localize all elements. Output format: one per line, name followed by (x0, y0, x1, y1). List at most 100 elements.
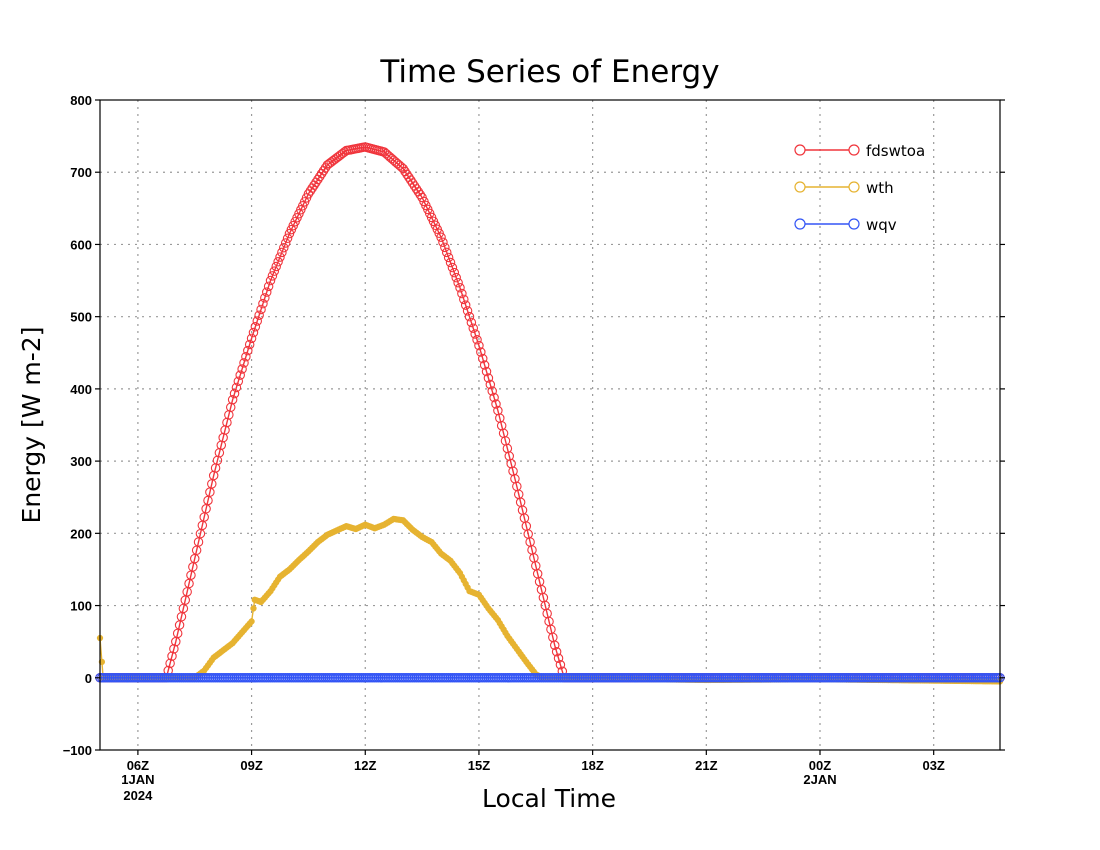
data-point-fdswtoa (205, 487, 215, 497)
data-point-fdswtoa (474, 340, 484, 351)
data-point-fdswtoa (218, 432, 228, 443)
data-point-fdswtoa (214, 448, 225, 458)
data-point-fdswtoa (489, 392, 499, 403)
legend: fdswtoa wth wqv (794, 142, 925, 234)
data-point-fdswtoa (466, 317, 477, 328)
legend-marker (848, 218, 860, 230)
data-point-fdswtoa (529, 553, 539, 563)
data-point-fdswtoa (227, 394, 238, 405)
data-point-fdswtoa (260, 293, 270, 303)
data-point-fdswtoa (451, 272, 461, 283)
data-point-fdswtoa (538, 592, 549, 603)
data-point-fdswtoa (498, 428, 509, 439)
data-point-fdswtoa (273, 257, 283, 267)
y-axis-title: Energy [W m-2] (17, 327, 46, 524)
data-point-fdswtoa (243, 345, 253, 356)
data-point-fdswtoa (436, 232, 446, 242)
data-point-fdswtoa (523, 529, 533, 539)
x-tick-date: 1JAN (121, 772, 154, 787)
data-point-fdswtoa (237, 364, 247, 374)
data-point-fdswtoa (271, 261, 281, 272)
data-point-fdswtoa (481, 366, 492, 377)
data-point-fdswtoa (512, 481, 522, 492)
data-point-fdswtoa (182, 587, 192, 597)
x-tick-year: 2024 (123, 788, 153, 803)
data-point-fdswtoa (265, 275, 276, 286)
data-point-fdswtoa (176, 611, 187, 622)
data-point-wth (250, 605, 257, 612)
legend-entry-fdswtoa: fdswtoa (794, 142, 925, 160)
plot-frame (99, 99, 1001, 751)
y-tick-label: 400 (70, 382, 92, 397)
data-point-fdswtoa (521, 521, 532, 531)
data-point-fdswtoa (485, 379, 496, 390)
chart-title: Time Series of Energy (379, 54, 719, 90)
data-point-fdswtoa (269, 266, 280, 276)
data-point-fdswtoa (455, 283, 465, 293)
x-axis-title: Local Time (482, 784, 616, 813)
y-tick-label: 100 (70, 599, 92, 614)
legend-marker (794, 144, 806, 156)
data-point-fdswtoa (493, 405, 503, 416)
data-point-fdswtoa (279, 242, 289, 253)
data-point-fdswtoa (459, 294, 469, 305)
data-point-fdswtoa (457, 288, 467, 299)
data-point-fdswtoa (525, 537, 535, 547)
data-point-fdswtoa (500, 436, 511, 446)
y-axis: −100 0 100 200 300 400 500 600 700 800 (63, 93, 1005, 758)
data-point-fdswtoa (169, 644, 179, 654)
data-point-fdswtoa (544, 616, 554, 627)
data-point-fdswtoa (441, 247, 452, 258)
data-point-fdswtoa (189, 553, 200, 564)
data-point-fdswtoa (186, 570, 196, 580)
y-tick-label: 600 (70, 237, 92, 252)
data-point-fdswtoa (495, 413, 505, 423)
data-point-fdswtoa (515, 497, 526, 508)
data-point-fdswtoa (445, 257, 456, 268)
data-point-fdswtoa (267, 271, 278, 281)
data-point-fdswtoa (468, 323, 479, 333)
data-point-fdswtoa (438, 237, 448, 248)
data-point-fdswtoa (239, 358, 249, 368)
y-tick-label: −100 (63, 743, 92, 758)
data-point-fdswtoa (487, 386, 497, 396)
data-point-fdswtoa (508, 466, 518, 476)
data-point-fdswtoa (220, 425, 230, 435)
data-point-fdswtoa (167, 651, 177, 661)
data-point-fdswtoa (462, 306, 473, 316)
series-line-wth (99, 518, 1001, 683)
x-tick-label: 03Z (922, 758, 944, 773)
data-point-fdswtoa (258, 298, 268, 309)
legend-entry-wqv: wqv (794, 216, 897, 234)
data-point-fdswtoa (212, 455, 223, 466)
data-point-fdswtoa (549, 640, 560, 651)
data-point-fdswtoa (519, 513, 530, 523)
data-point-fdswtoa (203, 495, 213, 506)
data-point-fdswtoa (252, 316, 263, 326)
y-tick-label: 300 (70, 454, 92, 469)
series-wqv (95, 673, 1005, 683)
data-point-fdswtoa (261, 287, 272, 297)
series-line-fdswtoa (100, 146, 1000, 679)
data-point-fdswtoa (470, 329, 480, 339)
data-point-fdswtoa (224, 410, 234, 420)
series-wth (96, 515, 1004, 685)
data-point-fdswtoa (491, 399, 501, 409)
data-point-fdswtoa (443, 252, 454, 263)
data-point-fdswtoa (246, 333, 257, 344)
y-tick-label: 800 (70, 93, 92, 108)
data-point-fdswtoa (479, 360, 490, 370)
legend-entry-wth: wth (794, 179, 894, 197)
data-point-fdswtoa (540, 600, 551, 611)
data-point-fdswtoa (476, 347, 486, 357)
y-tick-label: 0 (85, 671, 92, 686)
x-tick-label: 15Z (468, 758, 490, 773)
data-point-fdswtoa (551, 647, 562, 657)
x-tick-label: 00Z (809, 758, 831, 773)
data-point-fdswtoa (453, 277, 463, 288)
data-point-fdswtoa (553, 653, 564, 664)
data-point-fdswtoa (282, 233, 293, 244)
data-point-fdswtoa (201, 504, 211, 514)
data-point-fdswtoa (477, 353, 488, 364)
data-point-fdswtoa (256, 304, 266, 315)
